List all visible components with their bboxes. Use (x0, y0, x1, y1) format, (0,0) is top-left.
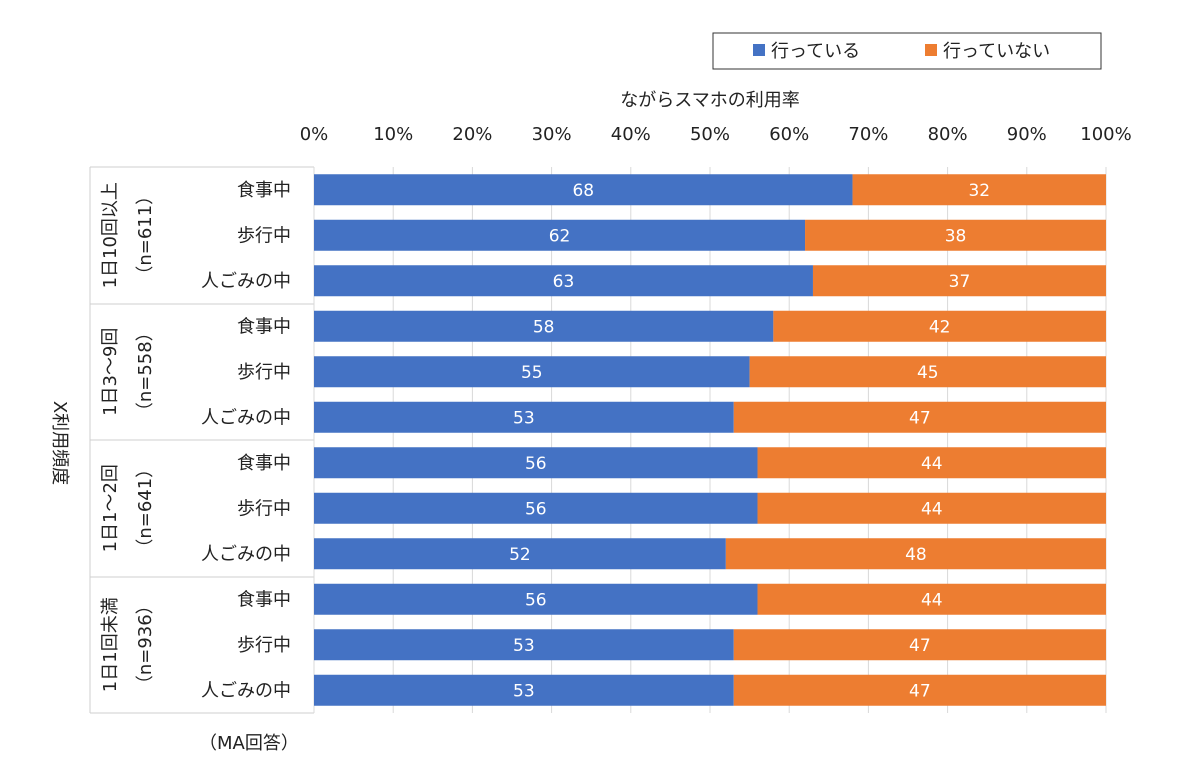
data-label: 48 (905, 545, 927, 565)
group-label: 1日3～9回 (100, 328, 121, 416)
bar-no-8 (725, 538, 1106, 570)
legend-box (712, 32, 1102, 70)
group-n-label: （n=641） (135, 460, 156, 557)
data-label: 62 (549, 226, 571, 246)
group-label: 1日10回以上 (100, 182, 121, 288)
bar-yes-7 (314, 492, 758, 524)
category-table (89, 166, 315, 714)
bar-yes-1 (314, 219, 806, 251)
data-label: 44 (921, 454, 943, 474)
x-tick-label: 40% (611, 124, 651, 145)
category-label: 人ごみの中 (201, 680, 291, 701)
data-label: 53 (513, 408, 535, 428)
x-tick-label: 100% (1080, 124, 1131, 145)
x-tick-label: 30% (532, 124, 572, 145)
group-label: 1日1回未満 (100, 597, 121, 692)
bar-no-2 (812, 265, 1106, 297)
x-tick-label: 20% (452, 124, 492, 145)
data-label: 56 (525, 590, 547, 610)
data-label: 44 (921, 590, 943, 610)
legend-label-1: 行っていない (943, 41, 1050, 62)
data-label: 32 (968, 181, 990, 201)
data-label: 47 (909, 681, 931, 701)
bar-yes-10 (314, 629, 734, 661)
data-label: 56 (525, 499, 547, 519)
bar-yes-8 (314, 538, 726, 570)
bar-no-4 (749, 356, 1106, 388)
legend-swatch-0 (753, 44, 765, 56)
bar-no-6 (757, 447, 1106, 479)
bar-yes-5 (314, 401, 734, 433)
bar-yes-6 (314, 447, 758, 479)
data-label: 37 (949, 272, 971, 292)
data-label: 42 (929, 317, 951, 337)
category-label: 歩行中 (237, 498, 291, 519)
category-label: 人ごみの中 (201, 271, 291, 292)
bar-yes-9 (314, 583, 758, 615)
data-label: 45 (917, 363, 939, 383)
bar-no-3 (773, 310, 1106, 342)
bar-yes-2 (314, 265, 813, 297)
note-text: （MA回答） (199, 733, 299, 754)
data-label: 56 (525, 454, 547, 474)
data-label: 55 (521, 363, 543, 383)
category-label: 歩行中 (237, 635, 291, 656)
bar-no-1 (805, 219, 1106, 251)
data-label: 53 (513, 636, 535, 656)
data-label: 47 (909, 636, 931, 656)
category-label: 人ごみの中 (201, 544, 291, 565)
category-label: 人ごみの中 (201, 407, 291, 428)
x-tick-label: 90% (1007, 124, 1047, 145)
bar-yes-3 (314, 310, 774, 342)
x-tick-label: 0% (300, 124, 329, 145)
chart-title: ながらスマホの利用率 (620, 90, 799, 111)
group-n-label: （n=936） (135, 596, 156, 693)
bar-yes-4 (314, 356, 750, 388)
category-label: 歩行中 (237, 225, 291, 246)
data-label: 52 (509, 545, 531, 565)
x-tick-label: 60% (769, 124, 809, 145)
category-label: 食事中 (237, 180, 291, 201)
category-label: 歩行中 (237, 362, 291, 383)
bar-yes-11 (314, 674, 734, 706)
category-label: 食事中 (237, 453, 291, 474)
bar-no-9 (757, 583, 1106, 615)
x-tick-label: 10% (373, 124, 413, 145)
x-tick-label: 50% (690, 124, 730, 145)
bar-no-5 (733, 401, 1106, 433)
bar-no-10 (733, 629, 1106, 661)
bar-no-7 (757, 492, 1106, 524)
group-label: 1日1～2回 (100, 464, 121, 552)
category-label: 食事中 (237, 316, 291, 337)
bar-no-0 (852, 174, 1106, 206)
y-axis-label: X利用頻度 (49, 401, 70, 485)
category-label: 食事中 (237, 589, 291, 610)
bar-no-11 (733, 674, 1106, 706)
legend-label-0: 行っている (771, 41, 860, 62)
data-label: 58 (533, 317, 555, 337)
bar-yes-0 (314, 174, 853, 206)
data-label: 47 (909, 408, 931, 428)
group-n-label: （n=558） (135, 323, 156, 420)
data-label: 68 (572, 181, 594, 201)
data-label: 63 (553, 272, 575, 292)
data-label: 53 (513, 681, 535, 701)
x-tick-label: 80% (928, 124, 968, 145)
legend-swatch-1 (925, 44, 937, 56)
data-label: 44 (921, 499, 943, 519)
data-label: 38 (945, 226, 967, 246)
x-tick-label: 70% (848, 124, 888, 145)
group-n-label: （n=611） (135, 187, 156, 284)
legend: 行っている 行っていない (712, 32, 1102, 70)
